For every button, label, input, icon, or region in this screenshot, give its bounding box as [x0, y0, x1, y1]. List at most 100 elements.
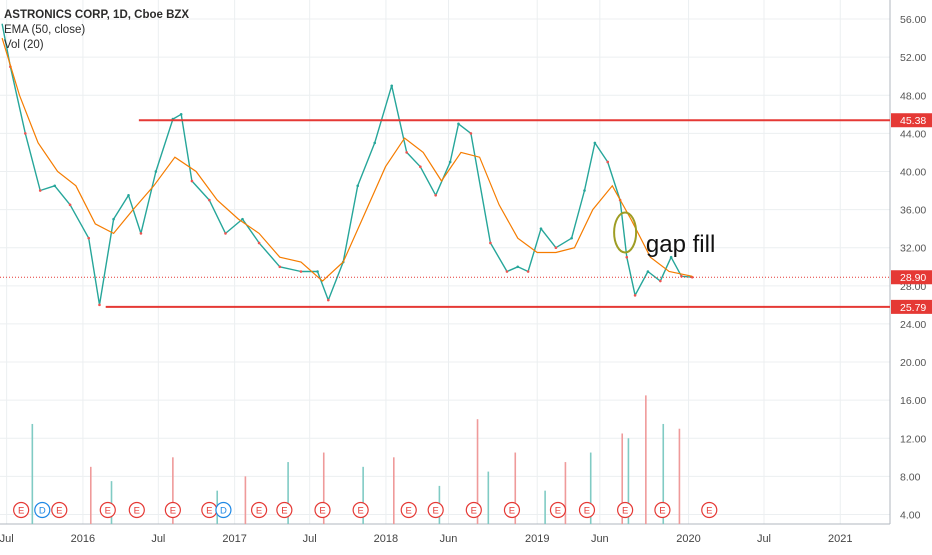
x-tick-label: 2021	[828, 533, 852, 545]
earnings-marker-label: E	[18, 506, 24, 517]
earnings-marker[interactable]	[250, 501, 268, 519]
price-point	[224, 232, 227, 235]
volume-bar	[89, 466, 92, 524]
y-tick-label: 24.00	[900, 319, 926, 331]
volume-bar	[322, 452, 325, 524]
price-point	[554, 246, 558, 250]
y-tick-label: 56.00	[900, 14, 926, 26]
legend-volume[interactable]: Vol (20)	[4, 39, 44, 51]
price-point	[469, 132, 473, 135]
price-point	[112, 217, 115, 221]
earnings-marker-label: D	[220, 506, 227, 517]
earnings-marker[interactable]	[276, 501, 293, 519]
earnings-marker[interactable]	[701, 501, 718, 519]
volume-bar	[678, 428, 681, 524]
x-tick-label: Jul	[151, 533, 165, 545]
level-tag-text: 25.79	[900, 302, 926, 314]
earnings-marker[interactable]	[13, 501, 30, 519]
earnings-marker[interactable]	[128, 501, 145, 519]
price-point	[154, 170, 158, 173]
x-tick-label: 2017	[222, 533, 246, 545]
earnings-marker-label: E	[584, 506, 590, 517]
x-tick-label: 2020	[676, 533, 700, 545]
earnings-marker-label: E	[622, 506, 628, 517]
earnings-marker-label: E	[170, 506, 176, 517]
earnings-marker-label: E	[206, 506, 212, 517]
earnings-marker[interactable]	[400, 501, 417, 519]
legend-ema[interactable]: EMA (50, close)	[4, 24, 86, 36]
volume-bar	[645, 395, 647, 524]
price-point	[98, 303, 101, 307]
volume-bar	[172, 457, 174, 524]
price-point	[516, 265, 520, 269]
price-point	[23, 132, 27, 135]
y-tick-label: 8.00	[900, 471, 921, 483]
price-point	[539, 227, 543, 230]
earnings-marker[interactable]	[617, 501, 634, 519]
price-point	[593, 141, 597, 145]
earnings-marker-label: E	[56, 506, 62, 517]
ema-line	[1, 37, 693, 282]
price-point	[390, 84, 394, 88]
price-point	[448, 160, 452, 164]
price-point	[489, 241, 492, 245]
level-tag-bg	[891, 299, 932, 314]
earnings-marker-label: E	[555, 506, 561, 517]
last-price-tag-bg	[891, 270, 932, 285]
y-tick-label: 44.00	[900, 128, 926, 140]
earnings-marker[interactable]	[503, 501, 521, 519]
earnings-marker-label: E	[706, 506, 712, 517]
volume-bar	[662, 423, 665, 524]
price-point	[457, 122, 460, 126]
price-point	[680, 274, 683, 278]
volume-bar	[476, 419, 479, 524]
earnings-marker[interactable]	[215, 501, 232, 519]
price-point	[87, 236, 91, 240]
earnings-marker[interactable]	[465, 501, 482, 519]
earnings-marker[interactable]	[99, 501, 116, 519]
price-point	[625, 255, 629, 259]
price-point	[208, 198, 211, 202]
earnings-marker[interactable]	[654, 501, 671, 519]
y-tick-label: 16.00	[900, 395, 926, 407]
volume-bar	[244, 476, 247, 524]
volume-bar	[287, 462, 289, 524]
x-tick-label: Jun	[440, 533, 458, 545]
volume-bar	[627, 438, 630, 524]
price-point	[373, 141, 377, 145]
volume-bar	[621, 433, 624, 524]
price-point	[405, 151, 408, 154]
last-price-tag-text: 28.90	[900, 272, 926, 284]
earnings-marker[interactable]	[34, 501, 51, 519]
gap-fill-ellipse	[613, 211, 638, 254]
earnings-marker[interactable]	[164, 501, 181, 519]
earnings-marker[interactable]	[352, 501, 369, 519]
volume-bar	[110, 481, 113, 524]
legend-symbol: ASTRONICS CORP, 1D, Cboe BZX	[4, 9, 190, 21]
x-tick-label: 2016	[71, 533, 95, 545]
earnings-marker[interactable]	[314, 501, 331, 519]
volume-bar	[544, 490, 546, 524]
x-tick-label: Jul	[0, 533, 14, 545]
price-point	[139, 232, 143, 235]
y-tick-label: 4.00	[900, 509, 921, 521]
y-tick-label: 52.00	[900, 52, 926, 64]
price-series-line	[1, 23, 693, 306]
y-tick-label: 48.00	[900, 90, 926, 102]
volume-bar	[487, 471, 490, 524]
price-point	[299, 270, 303, 273]
x-tick-label: Jul	[757, 533, 771, 545]
earnings-marker[interactable]	[549, 501, 567, 519]
earnings-marker-label: D	[39, 506, 46, 517]
price-point	[646, 270, 650, 273]
earnings-marker[interactable]	[427, 501, 444, 519]
earnings-marker[interactable]	[51, 501, 68, 519]
y-tick-label: 12.00	[900, 433, 926, 445]
volume-bar	[564, 462, 567, 524]
price-point	[53, 184, 57, 188]
price-point	[327, 298, 330, 302]
earnings-marker-label: E	[509, 506, 515, 517]
earnings-marker[interactable]	[578, 501, 596, 519]
